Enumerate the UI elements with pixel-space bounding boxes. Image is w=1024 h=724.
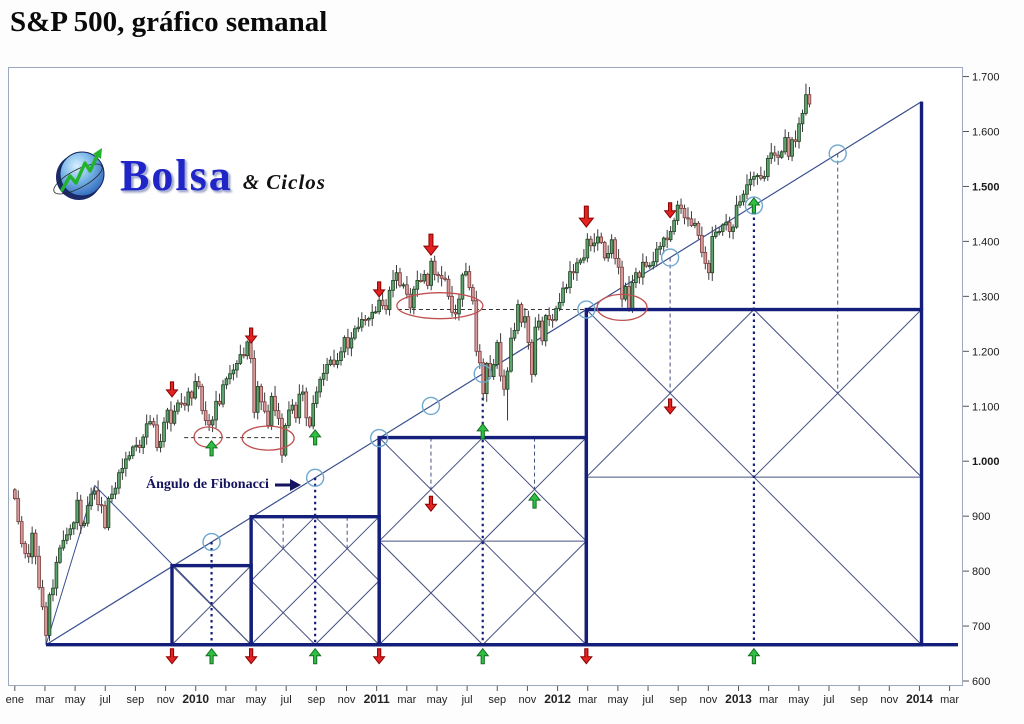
down-arrow-icon [244, 327, 258, 344]
y-axis-label: 1.400 [972, 236, 1000, 248]
x-axis-label: may [65, 694, 86, 706]
down-arrow-icon [372, 281, 386, 298]
down-arrow-icon [424, 495, 438, 513]
y-axis-label: 1.100 [972, 401, 1000, 413]
x-axis-label: nov [519, 694, 537, 706]
x-axis-label: nov [338, 694, 356, 706]
up-arrow-icon [476, 647, 490, 665]
y-axis-label: 1.200 [972, 346, 1000, 358]
x-axis-label: mar [35, 694, 54, 706]
up-arrow-icon [747, 647, 761, 665]
y-axis-label: 1.600 [972, 127, 1000, 139]
x-axis-label: jul [642, 694, 654, 706]
x-axis-label: jul [99, 694, 111, 706]
right-arrow-icon [274, 479, 301, 491]
highlight-ellipses [193, 292, 648, 451]
x-axis-label: may [427, 694, 448, 706]
fibonacci-squares [46, 101, 958, 647]
square-center-dotted-lines [210, 205, 756, 645]
angle-circles [202, 144, 847, 552]
x-axis-label: ene [6, 694, 24, 706]
up-arrow-icon [205, 647, 219, 665]
x-axis-label: 2011 [364, 692, 390, 706]
x-axis-label: mar [397, 694, 416, 706]
x-axis-label: 2013 [725, 692, 752, 706]
x-axis-label: jul [280, 694, 292, 706]
x-axis-label: sep [307, 694, 325, 706]
x-axis-label: sep [669, 694, 687, 706]
fibonacci-angle-annotation: Ángulo de Fibonacci [146, 477, 301, 493]
axes: 600 700 800 900 1.000 1.100 1.200 1.300 1.400 1.5… [6, 72, 1000, 706]
logo-globe-icon [53, 148, 105, 200]
x-axis-label: mar [578, 694, 597, 706]
down-arrow-icon [422, 233, 439, 256]
up-arrow-icon [308, 647, 322, 665]
up-arrow-icon [205, 440, 219, 457]
page-title: S&P 500, gráfico semanal [10, 6, 328, 38]
down-arrow-icon [244, 648, 258, 665]
x-axis-label: mar [216, 694, 235, 706]
x-axis-label: sep [127, 694, 145, 706]
fibonacci-angle-label: Ángulo de Fibonacci [146, 477, 269, 492]
down-arrow-icon [578, 205, 595, 228]
y-axis-label: 1.300 [972, 291, 1000, 303]
y-axis-label: 600 [972, 676, 990, 688]
logo-brand-text: Bolsa [120, 150, 233, 200]
up-arrow-icon [476, 423, 490, 440]
x-axis-label: sep [850, 694, 868, 706]
up-arrow-icon [528, 492, 542, 509]
down-arrow-icon [579, 648, 593, 665]
logo-suffix-text: & Ciclos [242, 169, 326, 194]
x-axis-label: nov [699, 694, 717, 706]
y-axis-label: 800 [972, 566, 990, 578]
x-axis-label: mar [940, 694, 959, 706]
down-arrow-icon [663, 398, 677, 415]
y-axis-label: 700 [972, 621, 990, 633]
up-arrow-icon [308, 429, 322, 446]
y-axis-label: 900 [972, 511, 990, 523]
y-axis-label: 1.500 [972, 181, 1000, 193]
x-axis-label: sep [488, 694, 506, 706]
down-arrow-icon [165, 381, 179, 398]
x-axis-label: nov [880, 694, 898, 706]
square-internal-lines [171, 153, 922, 646]
x-axis-label: 2014 [906, 692, 933, 706]
x-axis-label: jul [822, 694, 834, 706]
up-arrow-icon [747, 197, 761, 214]
x-axis-label: mar [759, 694, 778, 706]
x-axis-label: may [788, 694, 809, 706]
signal-arrows [165, 197, 761, 665]
y-axis-label: 1.000 [972, 456, 1000, 468]
level-lines [184, 309, 586, 439]
candles [12, 83, 812, 645]
x-axis-label: 2012 [544, 692, 571, 706]
down-arrow-icon [663, 202, 677, 219]
x-axis-label: jul [461, 694, 473, 706]
y-axis-label: 1.700 [972, 72, 1000, 84]
logo: Bolsa & Ciclos [52, 146, 326, 204]
x-axis-label: 2010 [182, 692, 209, 706]
down-arrow-icon [372, 648, 386, 665]
x-axis-label: nov [157, 694, 175, 706]
x-axis-label: may [246, 694, 267, 706]
down-arrow-icon [165, 648, 179, 665]
x-axis-label: may [607, 694, 628, 706]
